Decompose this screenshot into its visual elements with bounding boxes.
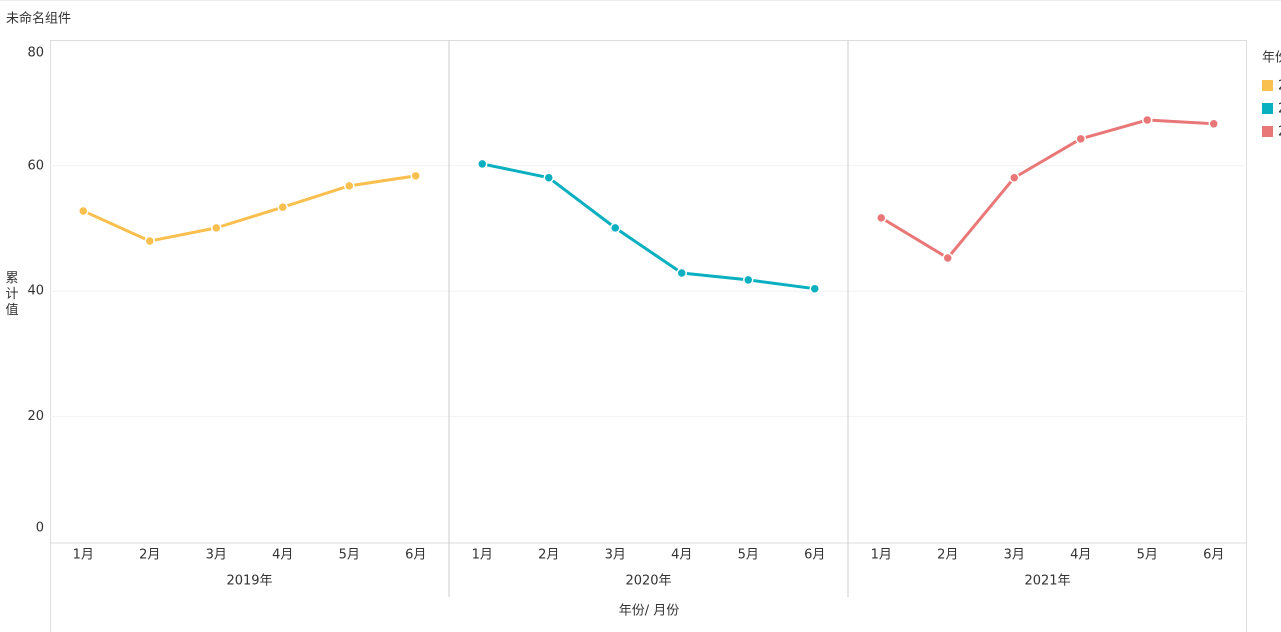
x-tick-label: 5月 (738, 548, 759, 563)
legend-label: 2021年 (1278, 125, 1281, 140)
data-point (676, 267, 687, 279)
y-tick-label: 60 (27, 158, 44, 173)
legend-swatch (1262, 80, 1273, 91)
x-tick-label: 1月 (871, 548, 892, 563)
data-point (277, 201, 288, 213)
widget-title: 未命名组件 (6, 11, 71, 27)
data-point (1009, 172, 1020, 183)
data-point (876, 212, 887, 224)
data-point (477, 158, 488, 170)
x-tick-label: 2月 (937, 548, 958, 563)
x-tick-label: 5月 (339, 548, 360, 563)
x-tick-label: 5月 (1137, 548, 1158, 563)
data-point (78, 205, 89, 217)
series-line (82, 174, 416, 243)
group-label: 2020年 (625, 574, 671, 589)
x-tick-label: 2月 (538, 548, 559, 563)
x-tick-label: 1月 (73, 548, 94, 563)
data-point (1208, 118, 1219, 130)
x-tick-label: 3月 (1004, 548, 1025, 563)
plot-frame (50, 40, 1247, 632)
legend-title: 年份 (1262, 51, 1281, 66)
legend-label: 2019年 (1278, 79, 1281, 94)
data-point (543, 172, 554, 183)
x-tick-label: 4月 (1070, 548, 1091, 563)
x-tick-label: 6月 (1203, 548, 1224, 563)
x-tick-label: 2月 (139, 548, 160, 563)
group-label: 2019年 (226, 574, 272, 589)
group-label: 2021年 (1024, 574, 1070, 589)
x-tick-label: 3月 (605, 548, 626, 563)
x-axis-title: 年份/ 月份 (619, 604, 680, 619)
data-point (809, 283, 820, 294)
series-line (481, 162, 815, 291)
data-point (743, 274, 754, 286)
y-tick-label: 0 (36, 521, 44, 536)
y-axis-title: 累计值 (5, 271, 18, 318)
data-point (211, 222, 222, 234)
x-tick-label: 4月 (671, 548, 692, 563)
data-point (144, 235, 155, 247)
series-line (880, 118, 1214, 260)
x-tick-label: 3月 (206, 548, 227, 563)
legend-swatch (1262, 103, 1273, 114)
data-point (410, 170, 421, 182)
y-tick-label: 80 (27, 46, 44, 61)
legend-swatch (1262, 126, 1273, 137)
data-point (942, 252, 953, 264)
x-tick-label: 6月 (405, 548, 426, 563)
y-tick-label: 40 (27, 284, 44, 299)
data-point (1075, 133, 1086, 145)
legend-label: 2020年 (1278, 102, 1281, 117)
x-tick-label: 6月 (804, 548, 825, 563)
y-tick-label: 20 (27, 409, 44, 424)
data-point (1142, 114, 1153, 126)
x-tick-label: 4月 (272, 548, 293, 563)
data-point (344, 180, 355, 192)
data-point (610, 222, 621, 234)
x-tick-label: 1月 (472, 548, 493, 563)
